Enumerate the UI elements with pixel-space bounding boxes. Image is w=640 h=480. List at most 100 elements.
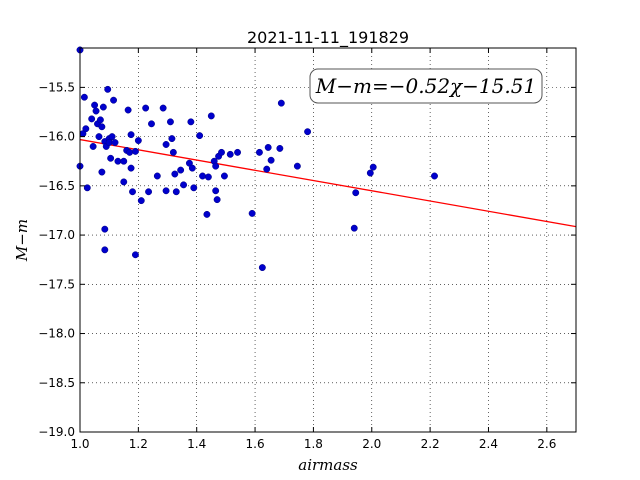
data-point [248, 209, 256, 217]
data-point [431, 172, 438, 180]
annotation-text: M−m=−0.52χ−15.51 [315, 74, 536, 98]
data-point [126, 148, 134, 156]
y-tick-labels: −15.5 −16.0 −16.5 −17.0 −17.5 −18.0 −18.5 −19.0 [38, 80, 75, 439]
data-point [162, 141, 170, 148]
data-point [129, 188, 136, 196]
data-point [177, 166, 185, 174]
data-point [110, 96, 118, 104]
data-point [162, 187, 170, 195]
annotation-box [309, 68, 543, 104]
y-tick-label: −16.5 [38, 179, 75, 193]
data-point [226, 150, 234, 158]
y-tick-label: −19.0 [38, 425, 75, 439]
data-point [213, 196, 221, 204]
y-tick-label: −16.0 [38, 130, 75, 144]
x-tick-label: 1.8 [304, 437, 323, 451]
data-point [159, 104, 167, 112]
y-tick-label: −18.5 [38, 376, 75, 390]
data-point [350, 224, 358, 232]
data-point [264, 143, 272, 151]
y-axis-label: M−m [13, 219, 31, 262]
x-tick-labels: 1.0 1.2 1.4 1.6 1.8 2.0 2.2 2.4 2.6 [70, 437, 556, 451]
data-point [255, 148, 263, 156]
data-point [98, 168, 106, 176]
tick-marks [79, 48, 576, 433]
data-point [172, 188, 180, 196]
data-point [83, 184, 91, 192]
data-point [366, 169, 374, 177]
data-point [180, 181, 188, 189]
x-tick-label: 1.0 [70, 437, 89, 451]
data-point [82, 125, 90, 133]
data-point [101, 225, 109, 233]
data-point [187, 118, 195, 126]
x-tick-label: 1.6 [246, 437, 265, 451]
data-point [96, 116, 104, 124]
fit-annotation: M−m=−0.52χ−15.51 [309, 68, 543, 104]
data-point [277, 99, 285, 107]
data-point [89, 143, 97, 150]
grid [79, 48, 576, 433]
data-point [134, 137, 142, 145]
data-point [171, 170, 179, 178]
y-tick-label: −18.0 [38, 327, 75, 341]
x-tick-label: 2.2 [421, 437, 440, 451]
data-point [276, 144, 284, 152]
fit-line [79, 138, 577, 228]
y-tick-label: −15.5 [38, 80, 75, 94]
data-point [293, 162, 301, 170]
data-point [220, 172, 228, 180]
data-point [104, 85, 112, 93]
data-points [76, 46, 438, 272]
data-point [168, 135, 176, 143]
data-point [166, 118, 174, 126]
data-point [234, 148, 242, 156]
data-point [204, 173, 212, 181]
data-point [190, 184, 198, 192]
data-point [137, 197, 145, 205]
data-point [108, 133, 116, 141]
data-point [188, 164, 196, 172]
data-point [145, 188, 153, 196]
data-point [212, 162, 220, 170]
x-axis-label: airmass [298, 456, 358, 474]
data-point [218, 148, 225, 156]
plot-frame [79, 47, 577, 433]
x-tick-label: 1.4 [187, 437, 206, 451]
x-tick-label: 2.4 [479, 437, 498, 451]
data-point [169, 148, 177, 156]
data-point [369, 163, 377, 171]
data-point [99, 103, 107, 111]
data-point [267, 156, 275, 164]
data-point [124, 106, 132, 114]
data-point [120, 157, 128, 165]
data-point [148, 120, 155, 128]
data-point [114, 157, 122, 165]
data-point [203, 210, 211, 218]
y-tick-label: −17.0 [38, 228, 75, 242]
data-point [120, 178, 128, 186]
data-point [111, 139, 119, 146]
data-point [127, 164, 135, 172]
data-point [91, 101, 99, 109]
x-tick-label: 1.2 [129, 437, 148, 451]
data-point [127, 131, 135, 139]
data-point [88, 115, 96, 123]
data-point [142, 104, 150, 112]
x-tick-label: 2.0 [362, 437, 381, 451]
fit-line-group [79, 138, 577, 228]
data-point [131, 251, 139, 259]
data-point [199, 172, 206, 180]
data-point [80, 93, 88, 101]
y-tick-label: −17.5 [38, 277, 75, 291]
data-point [107, 154, 115, 162]
data-point [153, 172, 161, 180]
data-point [95, 133, 103, 141]
data-point [352, 189, 360, 197]
data-point [207, 112, 215, 120]
data-point [196, 132, 204, 140]
data-point [98, 123, 106, 131]
data-point [101, 246, 109, 254]
data-point [212, 187, 220, 195]
